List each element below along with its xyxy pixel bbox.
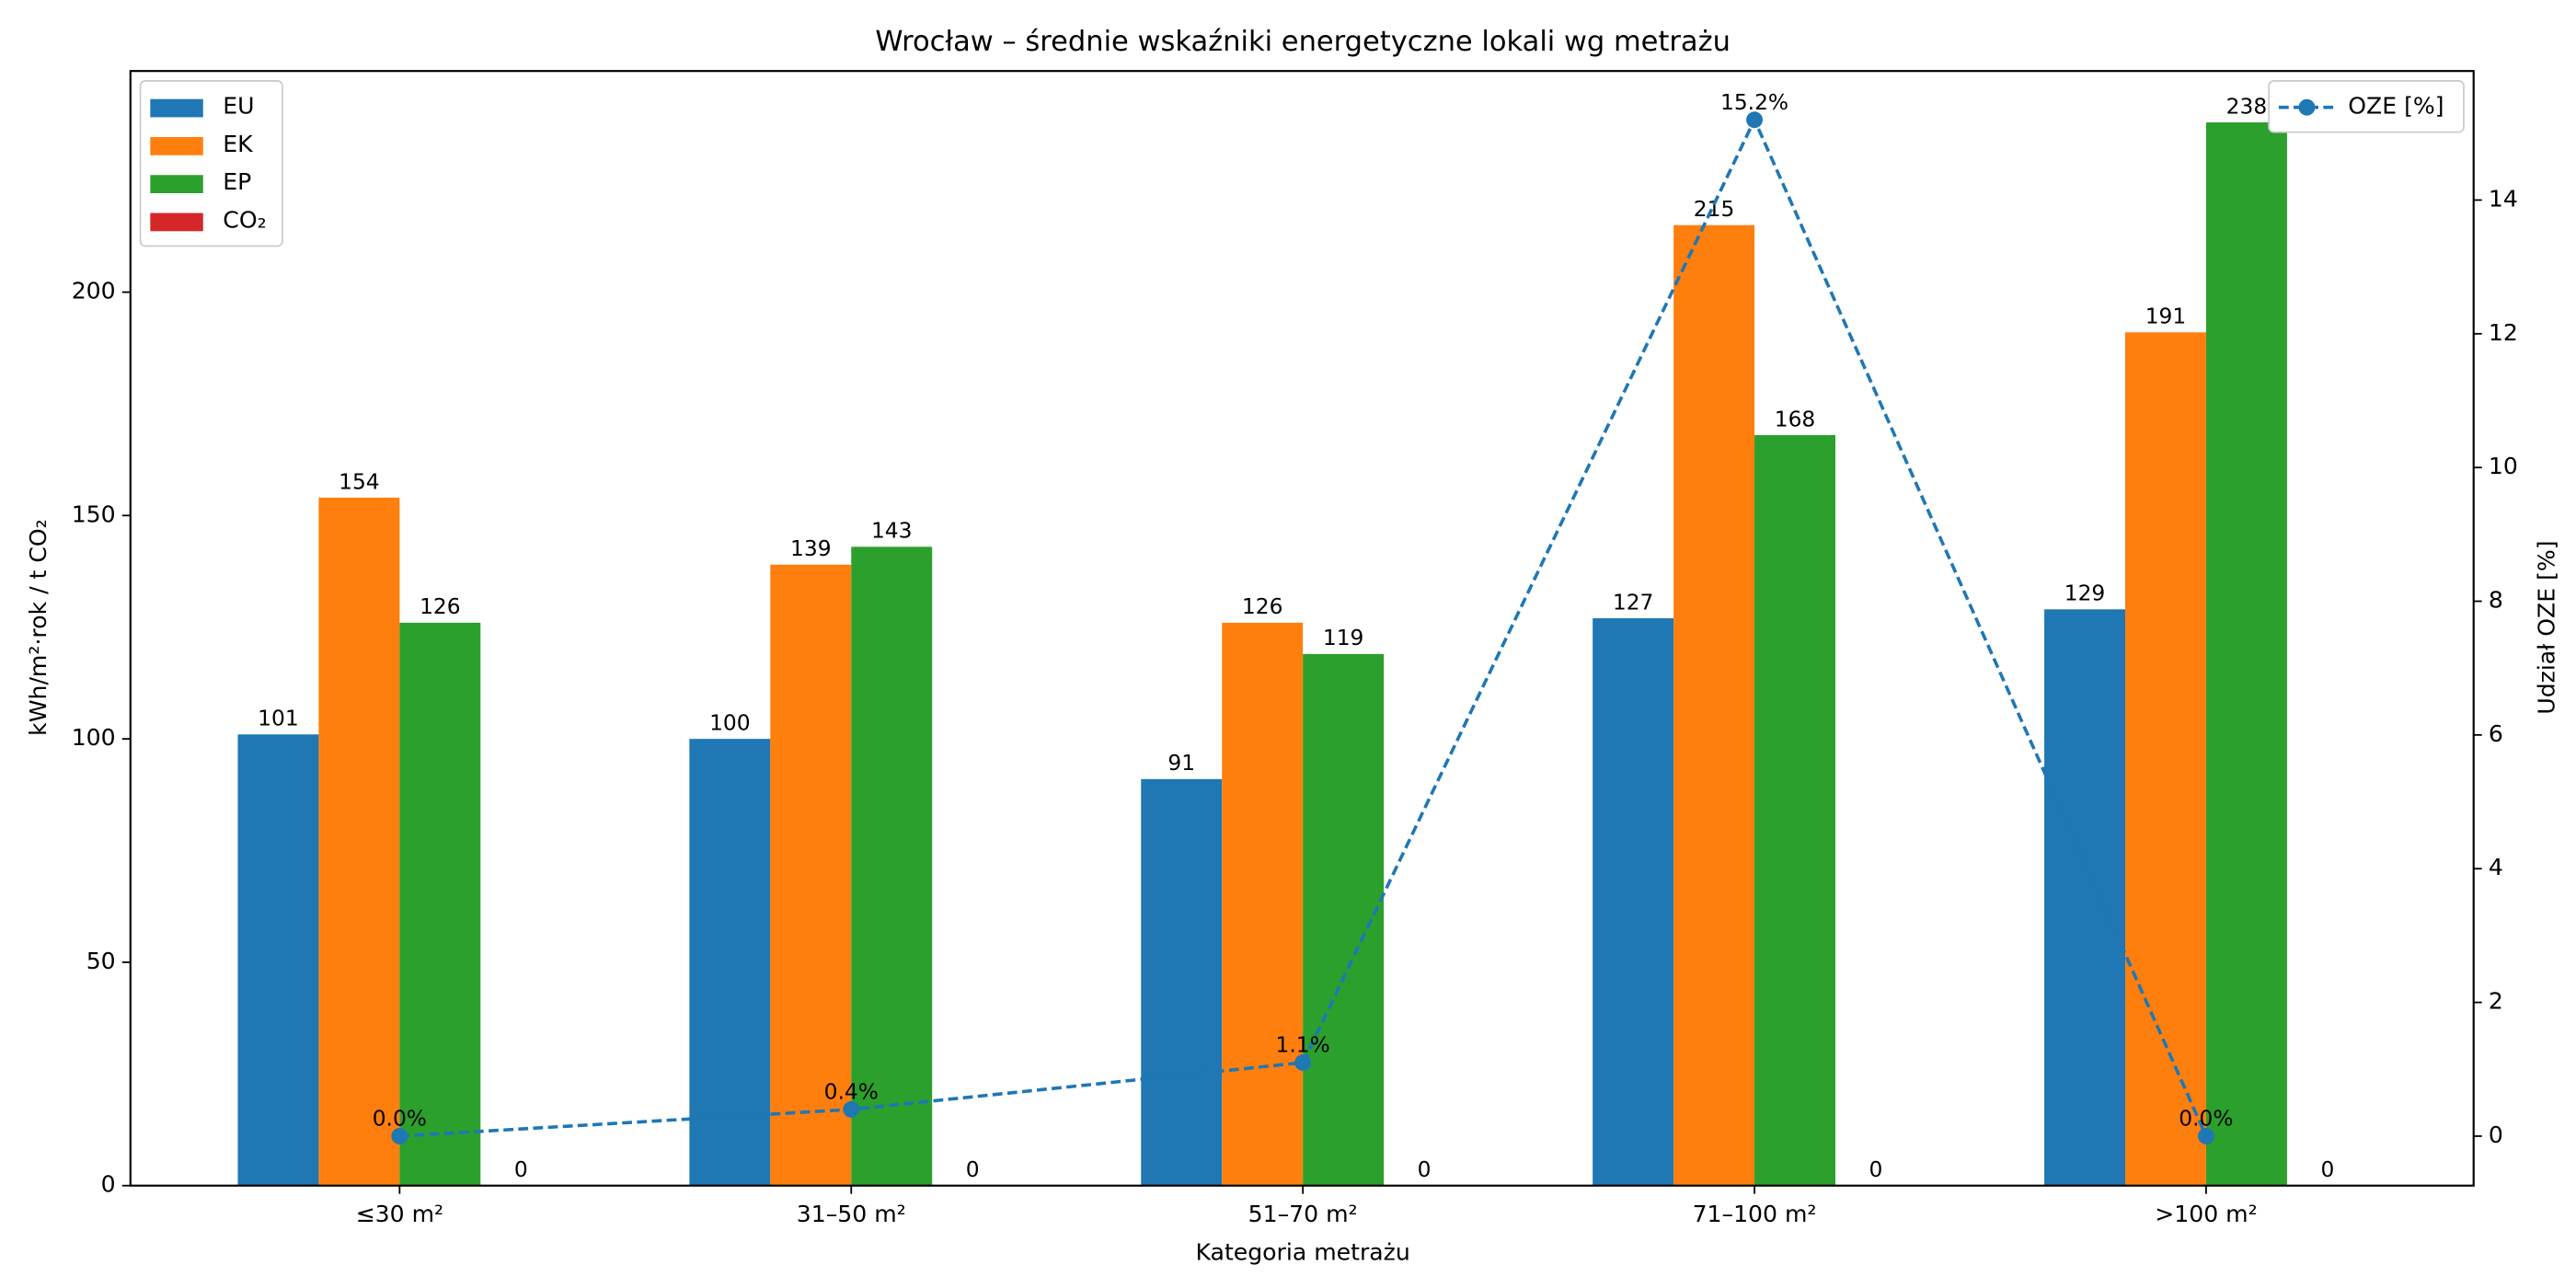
chart-title: Wrocław – średnie wskaźniki energetyczne…: [875, 26, 1731, 58]
bar: [2044, 609, 2125, 1186]
bar-value-label: 143: [871, 518, 913, 544]
bar-value-label: 0: [514, 1156, 528, 1182]
legend-marker: [2298, 98, 2316, 116]
bar: [399, 622, 481, 1186]
y2-tick-label: 6: [2489, 720, 2503, 747]
oze-marker: [391, 1127, 408, 1144]
legend-label: EK: [223, 131, 253, 157]
legend-box: [139, 80, 283, 247]
y2-tick-label: 12: [2489, 319, 2518, 346]
legend-label: OZE [%]: [2348, 93, 2444, 120]
oze-value-label: 1.1%: [1276, 1032, 1330, 1058]
bar: [1754, 434, 1835, 1186]
oze-value-label: 0.4%: [824, 1078, 879, 1104]
bar-value-label: 100: [709, 709, 751, 735]
bar: [2125, 332, 2206, 1186]
x-tick-label: >100 m²: [2155, 1201, 2257, 1227]
bar-value-label: 168: [1775, 406, 1816, 431]
y2-tick-label: 4: [2489, 854, 2503, 880]
legend-label: EP: [223, 168, 251, 195]
y2-axis-label: Udział OZE [%]: [2533, 540, 2559, 714]
bar-value-label: 0: [1869, 1156, 1883, 1182]
y2-tick-label: 8: [2489, 587, 2503, 614]
y-tick-label: 50: [86, 948, 116, 974]
bar: [1593, 618, 1674, 1186]
oze-line: [399, 115, 2208, 1138]
bar-value-label: 139: [790, 535, 832, 561]
legend-swatch: [150, 98, 203, 118]
oze-value-label: 15.2%: [1720, 89, 1788, 115]
x-tick-label: 31–50 m²: [797, 1201, 906, 1227]
y-tick-label: 200: [72, 278, 116, 305]
y-tick-label: 150: [72, 500, 116, 527]
bar: [770, 564, 852, 1186]
legend-label: CO₂: [223, 207, 266, 234]
legend-box: [2268, 80, 2465, 133]
y2-tick-label: 10: [2489, 453, 2518, 479]
bar: [851, 546, 933, 1186]
bar-value-label: 0: [2320, 1156, 2334, 1182]
bar-value-label: 0: [966, 1156, 980, 1182]
legend-label: EU: [223, 93, 254, 120]
oze-marker: [843, 1100, 860, 1118]
legend-swatch: [150, 213, 203, 232]
bar: [1141, 778, 1223, 1186]
oze-marker: [1294, 1054, 1312, 1071]
y-axis-label: kWh/m²·rok / t CO₂: [25, 519, 52, 736]
bar-value-label: 129: [2064, 581, 2106, 606]
bar: [318, 497, 400, 1186]
bar: [1222, 622, 1304, 1186]
legend-swatch: [150, 175, 203, 193]
legend-swatch: [150, 136, 203, 155]
bar-value-label: 191: [2145, 304, 2187, 329]
bar-value-label: 238: [2226, 93, 2268, 119]
y2-tick-label: 14: [2489, 185, 2518, 212]
oze-value-label: 0.0%: [2179, 1105, 2233, 1131]
x-tick-label: 71–100 m²: [1693, 1201, 1817, 1227]
oze-value-label: 0.0%: [373, 1105, 427, 1131]
y-tick-label: 100: [72, 724, 116, 751]
x-tick-label: 51–70 m²: [1248, 1201, 1358, 1227]
plot-frame: [129, 70, 2475, 1187]
y2-tick-label: 2: [2489, 988, 2503, 1015]
y2-tick-label: 0: [2489, 1121, 2503, 1148]
x-tick-label: ≤30 m²: [356, 1201, 443, 1227]
bar-value-label: 154: [339, 468, 380, 494]
bar-value-label: 119: [1323, 625, 1364, 650]
bar-value-label: 126: [1242, 593, 1283, 619]
oze-marker: [1746, 111, 1764, 129]
x-axis-label: Kategoria metrażu: [1196, 1238, 1410, 1265]
bar: [237, 734, 319, 1186]
oze-marker: [2197, 1127, 2214, 1144]
bar-value-label: 215: [1694, 196, 1735, 222]
y-tick-label: 0: [101, 1171, 116, 1198]
bar-value-label: 0: [1418, 1156, 1432, 1182]
bar-value-label: 127: [1613, 589, 1654, 615]
bar: [689, 739, 771, 1186]
bar-value-label: 91: [1167, 750, 1195, 776]
bar-value-label: 101: [258, 706, 299, 731]
bar: [1673, 224, 1755, 1186]
bar-value-label: 126: [420, 593, 461, 619]
bar: [2205, 122, 2287, 1186]
